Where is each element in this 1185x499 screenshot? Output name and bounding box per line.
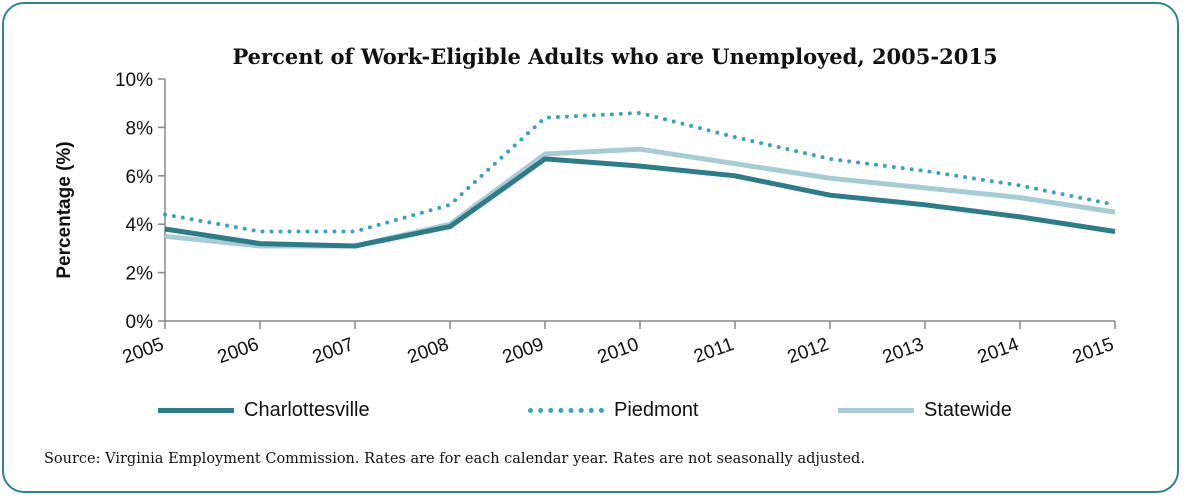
x-tick-label: 2010 bbox=[595, 334, 642, 368]
legend-item-statewide: Statewide bbox=[838, 396, 1012, 424]
legend-label-charlottesville: Charlottesville bbox=[244, 398, 370, 421]
series-line-piedmont bbox=[163, 110, 1117, 234]
legend-label-piedmont: Piedmont bbox=[614, 398, 699, 421]
x-tick-label: 2007 bbox=[310, 334, 357, 368]
y-tick-label: 8% bbox=[126, 118, 154, 139]
legend-swatch-piedmont bbox=[528, 407, 604, 413]
y-tick-label: 0% bbox=[126, 312, 154, 333]
x-tick-label: 2011 bbox=[691, 334, 737, 368]
legend-item-piedmont: Piedmont bbox=[528, 396, 699, 424]
legend-item-charlottesville: Charlottesville bbox=[158, 396, 370, 424]
legend-label-statewide: Statewide bbox=[924, 398, 1012, 421]
y-tick-label: 6% bbox=[126, 167, 154, 188]
legend-swatch-statewide bbox=[838, 407, 914, 413]
legend-swatch-charlottesville bbox=[158, 407, 234, 413]
x-tick-label: 2009 bbox=[500, 334, 547, 368]
x-tick-label: 2008 bbox=[405, 334, 452, 368]
x-tick-label: 2012 bbox=[785, 334, 832, 368]
series-layer bbox=[163, 110, 1117, 249]
legend: Charlottesville Piedmont Statewide bbox=[0, 396, 1185, 424]
y-tick-label: 2% bbox=[126, 264, 154, 285]
y-tick-label: 10% bbox=[115, 70, 153, 91]
series-line-charlottesville bbox=[164, 156, 1116, 249]
y-tick-label: 4% bbox=[126, 215, 154, 236]
x-tick-label: 2014 bbox=[975, 334, 1022, 368]
x-tick-label: 2006 bbox=[215, 334, 262, 368]
x-tick-label: 2015 bbox=[1070, 334, 1117, 368]
x-tick-label: 2013 bbox=[880, 334, 927, 368]
source-note: Source: Virginia Employment Commission. … bbox=[44, 451, 865, 467]
x-tick-label: 2005 bbox=[120, 334, 167, 368]
axes: 0% 2% 4% 6% 8% 10% 2005 2006 2007 2008 2009 2010 201… bbox=[115, 70, 1117, 368]
chart-title: Percent of Work-Eligible Adults who are … bbox=[232, 44, 998, 69]
